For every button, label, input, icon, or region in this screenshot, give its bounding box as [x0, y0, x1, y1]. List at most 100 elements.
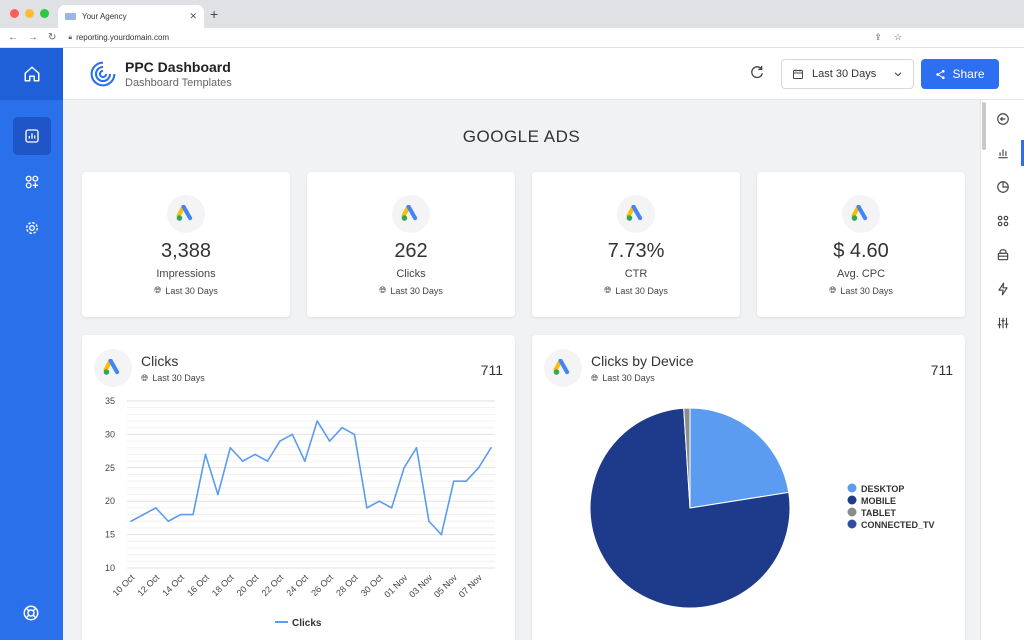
x-tick-label: 03 Nov: [407, 572, 435, 600]
address-bar: ← → ↻ 🔒︎ reporting.yourdomain.com ⇪ ☆: [0, 28, 1024, 48]
bookmark-star-icon[interactable]: ☆: [893, 32, 902, 42]
tab-title: Your Agency: [82, 12, 127, 21]
data-point: [316, 420, 319, 422]
kpi-value: 262: [394, 240, 428, 262]
kpi-value: 3,388: [160, 240, 212, 262]
legend-label: TABLET: [861, 508, 896, 518]
share-page-icon[interactable]: ⇪: [874, 32, 882, 42]
legend-label: CONNECTED_TV: [861, 520, 935, 530]
legend-label: DESKTOP: [861, 484, 904, 494]
data-point: [192, 513, 194, 516]
globe-icon: 🌐︎: [591, 372, 599, 383]
lightning-icon: [997, 282, 1008, 296]
kpi-period-text: Last 30 Days: [615, 285, 668, 296]
scrollbar-thumb[interactable]: [982, 102, 986, 150]
google-ads-icon: [167, 195, 205, 233]
close-window-button[interactable]: [10, 9, 19, 18]
pie-slice: [683, 407, 691, 509]
back-icon[interactable]: ←: [8, 32, 18, 43]
pie-chart-icon: [996, 181, 1009, 193]
close-tab-icon[interactable]: ✕: [189, 11, 197, 21]
y-tick-label: 35: [105, 396, 115, 406]
minimize-window-button[interactable]: [25, 9, 34, 18]
date-range-label: Last 30 Days: [812, 68, 877, 80]
calendar-icon: [793, 69, 803, 79]
panel-period-text: Last 30 Days: [152, 373, 205, 383]
sidebar: [0, 48, 63, 640]
refresh-button[interactable]: [749, 64, 765, 85]
kpi-period: 🌐︎ Last 30 Days: [757, 285, 965, 296]
globe-icon: 🌐︎: [829, 285, 837, 295]
data-point: [366, 507, 368, 509]
rail-charts[interactable]: [981, 136, 1024, 170]
legend-swatch: [847, 507, 857, 517]
rail-integrations[interactable]: [981, 272, 1024, 306]
kpi-card-clicks[interactable]: 262 Clicks 🌐︎ Last 30 Days: [307, 172, 515, 317]
device-chart-panel[interactable]: Clicks by Device 🌐︎ Last 30 Days 711 DESK…: [532, 335, 965, 640]
data-point: [291, 433, 294, 436]
x-tick-label: 20 Oct: [235, 572, 261, 598]
sidebar-item-help[interactable]: [12, 594, 50, 632]
sliders-icon: [997, 317, 1008, 329]
kpi-card-ctr[interactable]: 7.73% CTR 🌐︎ Last 30 Days: [532, 172, 740, 317]
panel-period: 🌐︎ Last 30 Days: [141, 373, 205, 384]
globe-icon: 🌐︎: [154, 285, 162, 295]
refresh-icon: [751, 66, 763, 79]
data-point: [130, 520, 132, 523]
kpi-card-avg-cpc[interactable]: $ 4.60 Avg. CPC 🌐︎ Last 30 Days: [757, 172, 965, 317]
url-field[interactable]: 🔒︎ reporting.yourdomain.com: [68, 33, 874, 42]
sidebar-item-reports[interactable]: [12, 117, 51, 155]
data-point: [452, 480, 455, 482]
legend-swatch: [847, 495, 857, 505]
home-icon: [24, 66, 39, 82]
pie-slice: [689, 407, 790, 509]
storage-icon: [997, 249, 1008, 261]
sidebar-item-widgets[interactable]: [13, 163, 51, 201]
maximize-window-button[interactable]: [40, 9, 49, 18]
reload-icon[interactable]: ↻: [48, 32, 57, 43]
legend-swatch: [847, 519, 857, 529]
new-tab-button[interactable]: +: [210, 6, 219, 22]
share-button[interactable]: Share: [921, 59, 999, 89]
data-point: [403, 467, 405, 469]
globe-icon: 🌐︎: [141, 372, 149, 383]
data-point: [477, 467, 480, 469]
kpi-label: Impressions: [156, 268, 216, 280]
data-point: [465, 480, 467, 482]
google-ads-icon: [94, 349, 132, 387]
date-range-select[interactable]: Last 30 Days: [781, 59, 914, 89]
x-tick-label: 10 Oct: [111, 572, 137, 598]
rail-storage[interactable]: [981, 238, 1024, 272]
data-point: [229, 446, 232, 449]
kpi-value: 7.73%: [607, 240, 665, 262]
kpi-card-impressions[interactable]: 3,388 Impressions 🌐︎ Last 30 Days: [82, 172, 290, 317]
data-point: [266, 460, 269, 462]
x-tick-label: 30 Oct: [359, 572, 385, 598]
rail-filters[interactable]: [981, 306, 1024, 340]
rail-collapse[interactable]: [981, 102, 1024, 136]
data-point: [378, 500, 381, 502]
data-point: [179, 513, 182, 516]
panel-period: 🌐︎ Last 30 Days: [591, 373, 694, 384]
lock-icon: 🔒︎: [68, 33, 73, 41]
data-point: [490, 446, 492, 449]
brand: PPC Dashboard Dashboard Templates: [89, 59, 232, 89]
sidebar-item-settings[interactable]: [13, 209, 51, 247]
rail-pie[interactable]: [981, 170, 1024, 204]
x-tick-label: 01 Nov: [382, 572, 410, 600]
forward-icon[interactable]: →: [28, 32, 38, 43]
browser-tab[interactable]: Your Agency ✕: [58, 5, 204, 28]
clicks-series-line: [130, 420, 492, 536]
data-point: [217, 493, 219, 496]
clicks-chart-panel[interactable]: Clicks 🌐︎ Last 30 Days 711 10 15 20 25 30 35 10…: [82, 335, 515, 640]
rail-widgets[interactable]: [981, 204, 1024, 238]
sidebar-item-home[interactable]: [0, 48, 63, 100]
x-tick-label: 07 Nov: [457, 572, 485, 600]
top-bar: PPC Dashboard Dashboard Templates Last 3…: [63, 48, 1024, 100]
y-tick-label: 30: [105, 429, 115, 439]
legend-label: MOBILE: [861, 496, 896, 506]
x-tick-label: 26 Oct: [309, 572, 335, 598]
kpi-value: $ 4.60: [833, 240, 889, 262]
page-title: PPC Dashboard: [125, 58, 231, 75]
kpi-label: CTR: [624, 268, 648, 280]
